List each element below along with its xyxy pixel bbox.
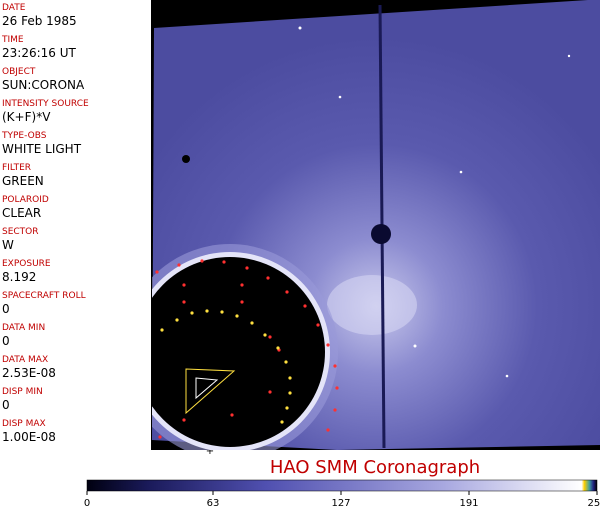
field-value: CLEAR	[2, 206, 42, 220]
field-value: SUN:CORONA	[2, 78, 85, 92]
field-label: INTENSITY SOURCE	[2, 99, 89, 109]
field-label: DISP MAX	[2, 419, 46, 429]
field-value: 8.192	[2, 270, 37, 284]
field-label: EXPOSURE	[2, 259, 51, 269]
field-value: 26 Feb 1985	[2, 14, 77, 28]
colorbar-tick-label: 191	[459, 498, 478, 509]
field-label: FILTER	[2, 163, 32, 173]
colorbar-tick-label: 63	[207, 498, 220, 509]
field-value: 23:26:16 UT	[2, 46, 76, 60]
field-label: DATA MIN	[2, 323, 46, 333]
cursor-mark: +	[206, 450, 214, 457]
field-value: W	[2, 238, 14, 252]
field-value: 0	[2, 302, 10, 316]
field-label: SPACECRAFT ROLL	[2, 291, 86, 301]
title: HAO SMM Coronagraph	[270, 457, 480, 478]
field-value: WHITE LIGHT	[2, 142, 82, 156]
field-label: TYPE-OBS	[2, 131, 47, 141]
colorbar-tick-label: 127	[331, 498, 350, 509]
field-value: 1.00E-08	[2, 430, 56, 444]
field-label: TIME	[2, 35, 24, 45]
field-value: GREEN	[2, 174, 44, 188]
field-label: POLAROID	[2, 195, 49, 205]
colorbar	[86, 479, 598, 492]
colorbar-tick-label: 0	[84, 498, 90, 509]
field-value: 2.53E-08	[2, 366, 56, 380]
info-panel: DATE 26 Feb 1985 TIME 23:26:16 UT OBJECT SUN:…	[0, 0, 152, 450]
field-label: OBJECT	[2, 67, 36, 77]
field-label: SECTOR	[2, 227, 39, 237]
field-value: (K+F)*V	[2, 110, 51, 124]
field-label: DISP MIN	[2, 387, 43, 397]
field-value: 0	[2, 398, 10, 412]
footer: + HAO SMM Coronagraph 0 63 127 191 255	[84, 450, 600, 509]
colorbar-tick-label: 255	[587, 498, 600, 509]
field-label: DATA MAX	[2, 355, 49, 365]
coronagraph-image	[152, 0, 600, 450]
field-value: 0	[2, 334, 10, 348]
field-label: DATE	[2, 3, 26, 13]
